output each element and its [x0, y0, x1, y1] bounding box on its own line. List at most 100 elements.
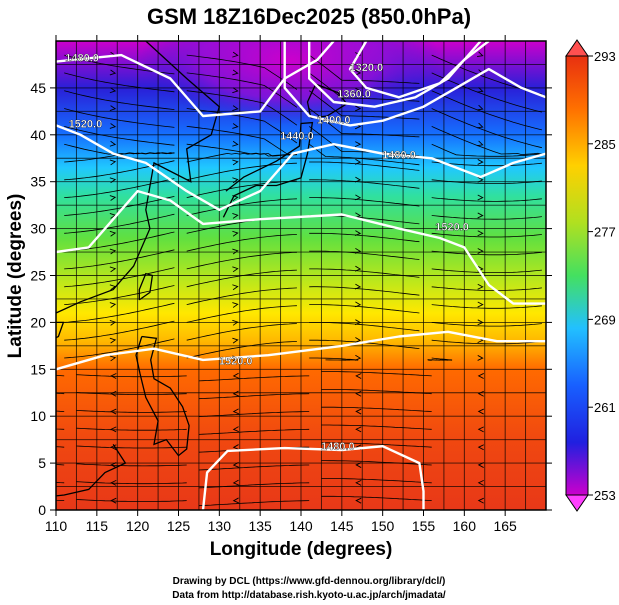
streamline	[64, 249, 175, 270]
streamline	[186, 90, 298, 126]
colorbar-ticks: 293 285 277 269 261 253	[588, 49, 616, 503]
streamline	[186, 162, 297, 181]
streamline	[56, 464, 65, 466]
streamline-arrow	[477, 479, 484, 486]
credit-dcl: Drawing by DCL (https://www.gfd-dennou.o…	[173, 576, 446, 587]
streamline-arrow	[354, 248, 362, 254]
streamline	[186, 54, 298, 90]
height-contour	[56, 330, 546, 371]
streamline-arrow	[109, 159, 117, 166]
streamline-arrow	[232, 372, 240, 379]
streamline	[76, 427, 187, 431]
streamline	[431, 90, 542, 131]
streamline-arrow	[355, 408, 362, 415]
streamline-arrow	[232, 87, 239, 94]
chart-title: GSM 18Z16Dec2025 (850.0hPa)	[147, 4, 471, 29]
streamline-arrow	[354, 301, 362, 308]
streamline	[64, 160, 175, 181]
y-tick-label: 20	[30, 314, 46, 330]
streamline	[431, 232, 542, 238]
streamline	[64, 126, 175, 146]
streamline	[186, 198, 297, 216]
contour-label: 1520.0	[435, 222, 469, 234]
streamline	[431, 197, 542, 202]
streamline-arrow	[110, 408, 117, 415]
streamline-arrow	[354, 283, 362, 290]
streamline	[186, 305, 297, 323]
colorbar: 293 285 277 269 261 253	[565, 39, 616, 512]
streamline	[64, 72, 175, 93]
y-tick-label: 15	[30, 361, 46, 377]
streamline-arrow	[477, 104, 484, 111]
streamline	[309, 161, 420, 171]
streamline	[309, 286, 420, 296]
streamline-arrow	[354, 265, 362, 272]
streamline-arrow	[232, 444, 240, 450]
credit-data: Data from http://database.rish.kyoto-u.a…	[172, 590, 446, 601]
colorbar-tick-label: 269	[594, 312, 616, 327]
streamline-arrow	[477, 426, 484, 433]
streamline	[64, 108, 175, 128]
y-tick-label: 0	[38, 502, 46, 518]
streamline	[321, 478, 432, 484]
streamline-arrow	[232, 408, 240, 415]
streamline	[309, 304, 420, 314]
colorbar-max-arrow	[565, 39, 589, 57]
streamline-arrow	[232, 105, 239, 111]
streamline	[76, 445, 187, 449]
streamline-arrow	[232, 159, 239, 166]
streamline	[321, 460, 432, 466]
height-contour	[56, 124, 546, 212]
streamline-arrow	[354, 194, 362, 201]
streamline	[308, 108, 420, 138]
streamline-arrow	[109, 140, 117, 147]
streamline	[198, 375, 310, 382]
streamline	[321, 495, 432, 501]
streamline-arrow	[477, 283, 484, 290]
streamline-arrow	[232, 479, 240, 486]
streamline	[198, 500, 310, 507]
contour-label: 1320.0	[349, 62, 383, 74]
streamline	[308, 90, 420, 120]
streamline	[431, 286, 542, 291]
streamline-arrow	[477, 212, 484, 219]
x-tick-label: 145	[330, 518, 354, 534]
colorbar-tick-label: 293	[594, 49, 616, 64]
y-axis-label: Latitude (degrees)	[5, 194, 26, 359]
streamline-arrow	[109, 69, 117, 76]
streamline-arrow	[110, 497, 117, 504]
streamline-arrow	[232, 497, 240, 504]
streamline-arrow	[354, 354, 362, 361]
contour-label: 1520.0	[69, 118, 103, 130]
x-tick-label: 165	[493, 518, 517, 534]
streamline	[56, 481, 65, 484]
streamline-arrow	[232, 390, 240, 397]
streamline-arrow	[232, 51, 239, 58]
colorbar-tick-label: 261	[594, 400, 616, 415]
streamline-arrow	[477, 230, 484, 237]
streamline-arrow	[232, 337, 239, 344]
streamline-arrow	[477, 497, 484, 504]
streamline-arrow	[355, 373, 362, 379]
streamline	[198, 464, 310, 471]
y-axis: 0 5 10 15 20 25 30 35 40 45	[30, 80, 552, 518]
streamline	[64, 285, 175, 305]
streamline	[431, 215, 542, 220]
streamline	[186, 143, 297, 157]
streamline	[64, 320, 175, 341]
streamline	[56, 428, 65, 430]
contour-label: 1360.0	[337, 88, 371, 100]
streamline-arrow	[109, 230, 117, 237]
streamline-arrow	[232, 69, 239, 76]
coastline	[306, 83, 348, 119]
streamline	[431, 304, 542, 309]
contour-label: 1440.0	[280, 131, 314, 143]
streamline	[309, 250, 420, 260]
streamline	[321, 424, 432, 430]
streamline	[76, 374, 187, 378]
streamline	[56, 392, 65, 395]
gridlines	[56, 41, 546, 510]
x-tick-label: 155	[412, 518, 436, 534]
